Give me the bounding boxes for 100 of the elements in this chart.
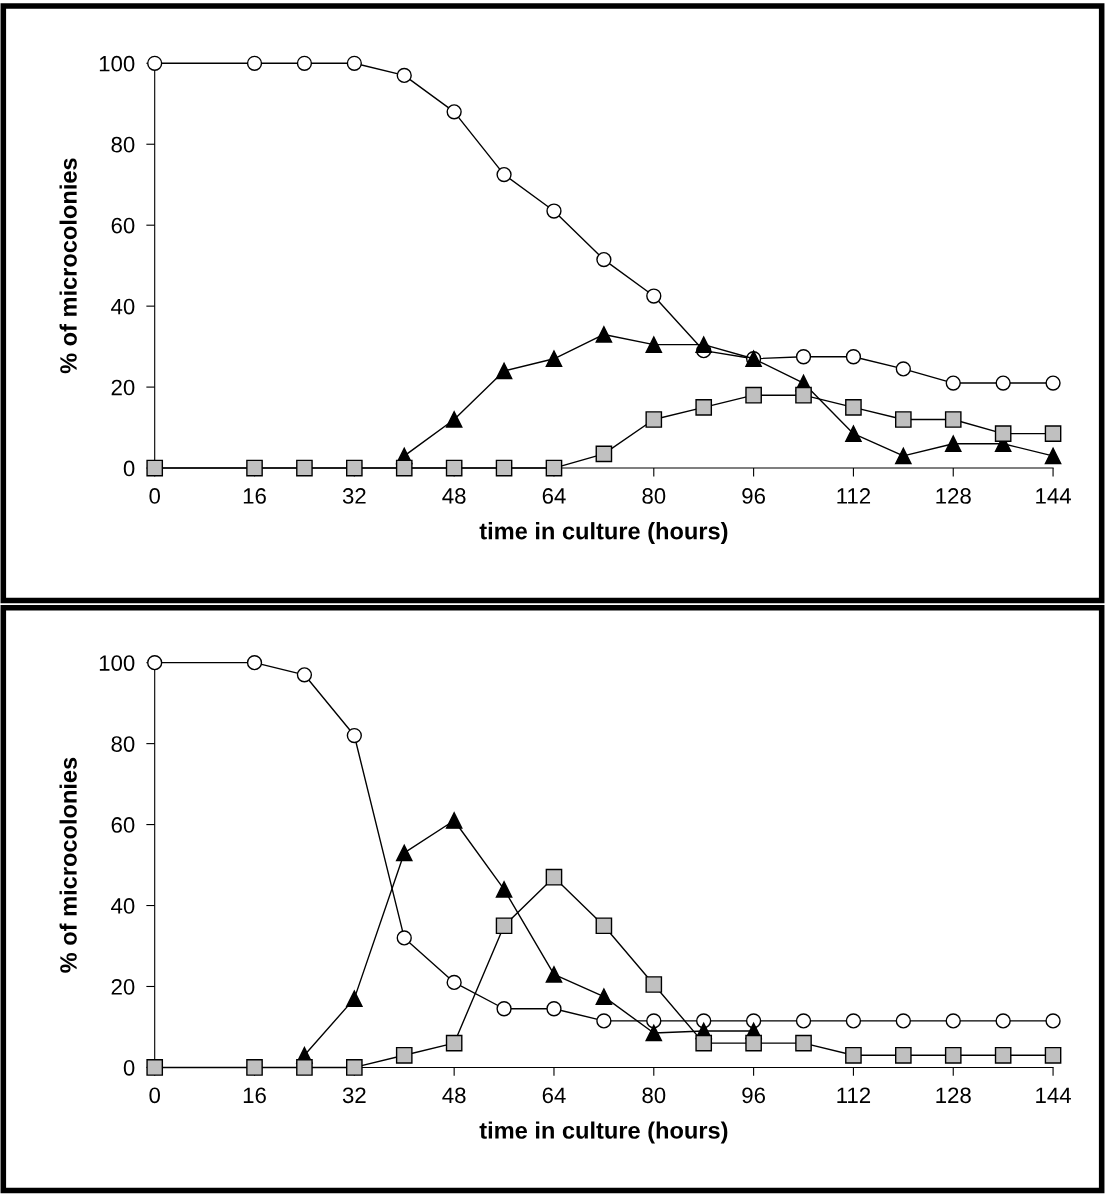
point [596,251,612,268]
point [296,1059,313,1076]
point [1044,447,1062,465]
point [495,881,513,898]
point [695,1034,713,1052]
point [994,1046,1012,1064]
point [944,435,962,453]
y-tick-label: 0 [123,1059,135,1076]
point [445,459,463,477]
x-tick-label: 144 [1036,1087,1071,1103]
point [795,1013,812,1029]
point [146,1059,164,1076]
y-tick-label: 100 [99,55,135,72]
x-tick-label: 32 [342,488,366,504]
point [695,398,713,416]
point [645,1024,663,1042]
y-tick-label: 40 [111,298,135,315]
point [146,459,164,477]
point [646,288,662,304]
y-tick-label: 60 [111,817,135,833]
point [845,1013,862,1029]
point [595,445,613,463]
y-tick-label: 40 [111,898,135,914]
point [545,868,563,886]
x-tick-label: 0 [149,1087,161,1104]
point [496,166,512,183]
x-tick-label: 16 [243,1087,266,1104]
point [246,1059,263,1076]
x-axis-title: time in culture (hours) [479,1121,728,1144]
point [1045,375,1061,391]
point [545,350,563,368]
point [595,917,613,935]
point [646,1013,662,1029]
x-tick-label: 96 [742,1087,765,1104]
point [595,326,613,343]
point [1044,425,1062,442]
point [995,375,1011,391]
point [745,1034,762,1052]
y-axis-title: % of microcolonies [59,158,77,374]
point [395,459,413,477]
point [446,974,462,991]
x-tick-label: 64 [542,488,566,504]
x-tick-label: 112 [837,488,871,504]
point [994,425,1012,442]
x-tick-label: 128 [936,1087,971,1104]
x-axis-title: time in culture (hours) [479,522,728,545]
point [396,930,412,946]
point [495,459,513,477]
point [645,976,663,993]
point [944,1046,962,1064]
point [346,990,363,1007]
point [445,812,463,829]
point [596,1013,612,1029]
point [246,655,263,671]
point [895,361,911,377]
x-tick-label: 16 [243,488,266,504]
y-tick-label: 100 [99,655,135,671]
point [545,459,563,477]
point [645,336,663,353]
x-tick-label: 112 [837,1087,871,1103]
y-tick-label: 20 [111,379,135,396]
point [546,203,562,219]
y-tick-label: 20 [111,979,135,995]
point [895,1046,912,1064]
point [895,447,912,465]
x-tick-label: 144 [1036,488,1071,504]
point [346,459,363,477]
x-tick-label: 32 [342,1087,366,1104]
point [395,1046,413,1064]
y-tick-label: 60 [111,217,135,234]
point [845,425,862,442]
point [845,1046,862,1064]
point [895,411,912,428]
point [795,386,812,404]
x-tick-label: 0 [149,488,161,504]
y-tick-label: 80 [111,736,135,752]
point [296,55,313,71]
x-tick-label: 80 [642,488,666,504]
x-tick-label: 48 [442,488,466,504]
point [445,411,463,428]
point [395,844,413,862]
point [296,459,313,477]
y-tick-label: 0 [123,460,135,477]
point [945,1013,961,1029]
point [346,727,362,744]
y-tick-label: 80 [111,136,135,153]
point [445,1034,463,1052]
point [396,67,412,84]
point [1044,1046,1062,1064]
point [595,988,613,1005]
point [795,1034,812,1052]
point [296,667,313,683]
point [895,1013,911,1029]
point [546,1001,562,1017]
point [845,398,862,416]
point [346,1059,363,1076]
point [695,336,713,353]
x-tick-label: 48 [442,1087,466,1104]
point [246,55,263,71]
point [745,386,762,404]
